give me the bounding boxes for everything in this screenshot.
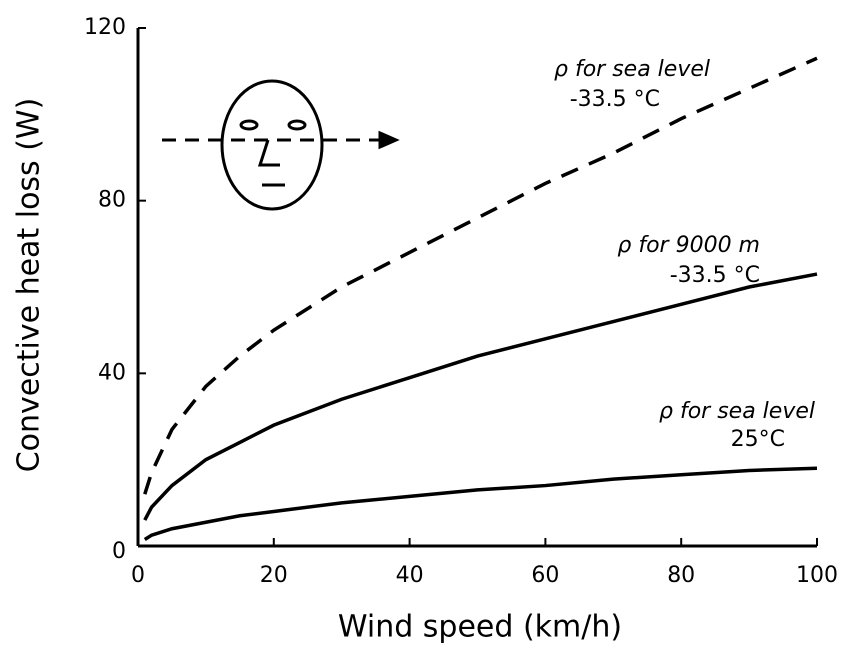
series-line [143, 272, 818, 521]
face-eye [287, 119, 307, 131]
x-tick-label: 60 [531, 563, 559, 588]
y-tick-label: 0 [112, 539, 126, 564]
annotation: ρ for sea level [659, 399, 815, 424]
face-eye [239, 119, 259, 131]
x-tick-label: 80 [667, 563, 695, 588]
series-line [143, 466, 818, 542]
y-axis-label: Convective heat loss (W) [12, 98, 47, 473]
annotation: 25°C [731, 427, 785, 452]
y-tick-label: 80 [98, 188, 126, 213]
annotation: -33.5 °C [670, 263, 760, 288]
annotation: ρ for 9000 m [617, 233, 760, 258]
face-outline [220, 79, 324, 211]
x-axis-label: Wind speed (km/h) [338, 610, 622, 645]
x-tick-label: 40 [396, 563, 424, 588]
y-tick-label: 40 [98, 360, 126, 385]
annotation: -33.5 °C [570, 87, 660, 112]
y-tick-label: 120 [84, 15, 126, 40]
face-icon [162, 79, 400, 211]
x-tick-label: 0 [131, 563, 145, 588]
x-tick-label: 100 [796, 563, 838, 588]
series-line [143, 56, 818, 495]
face-nose [257, 139, 280, 167]
annotation: ρ for sea level [554, 57, 710, 82]
wind-arrowhead [378, 130, 400, 150]
x-tick-label: 20 [260, 563, 288, 588]
